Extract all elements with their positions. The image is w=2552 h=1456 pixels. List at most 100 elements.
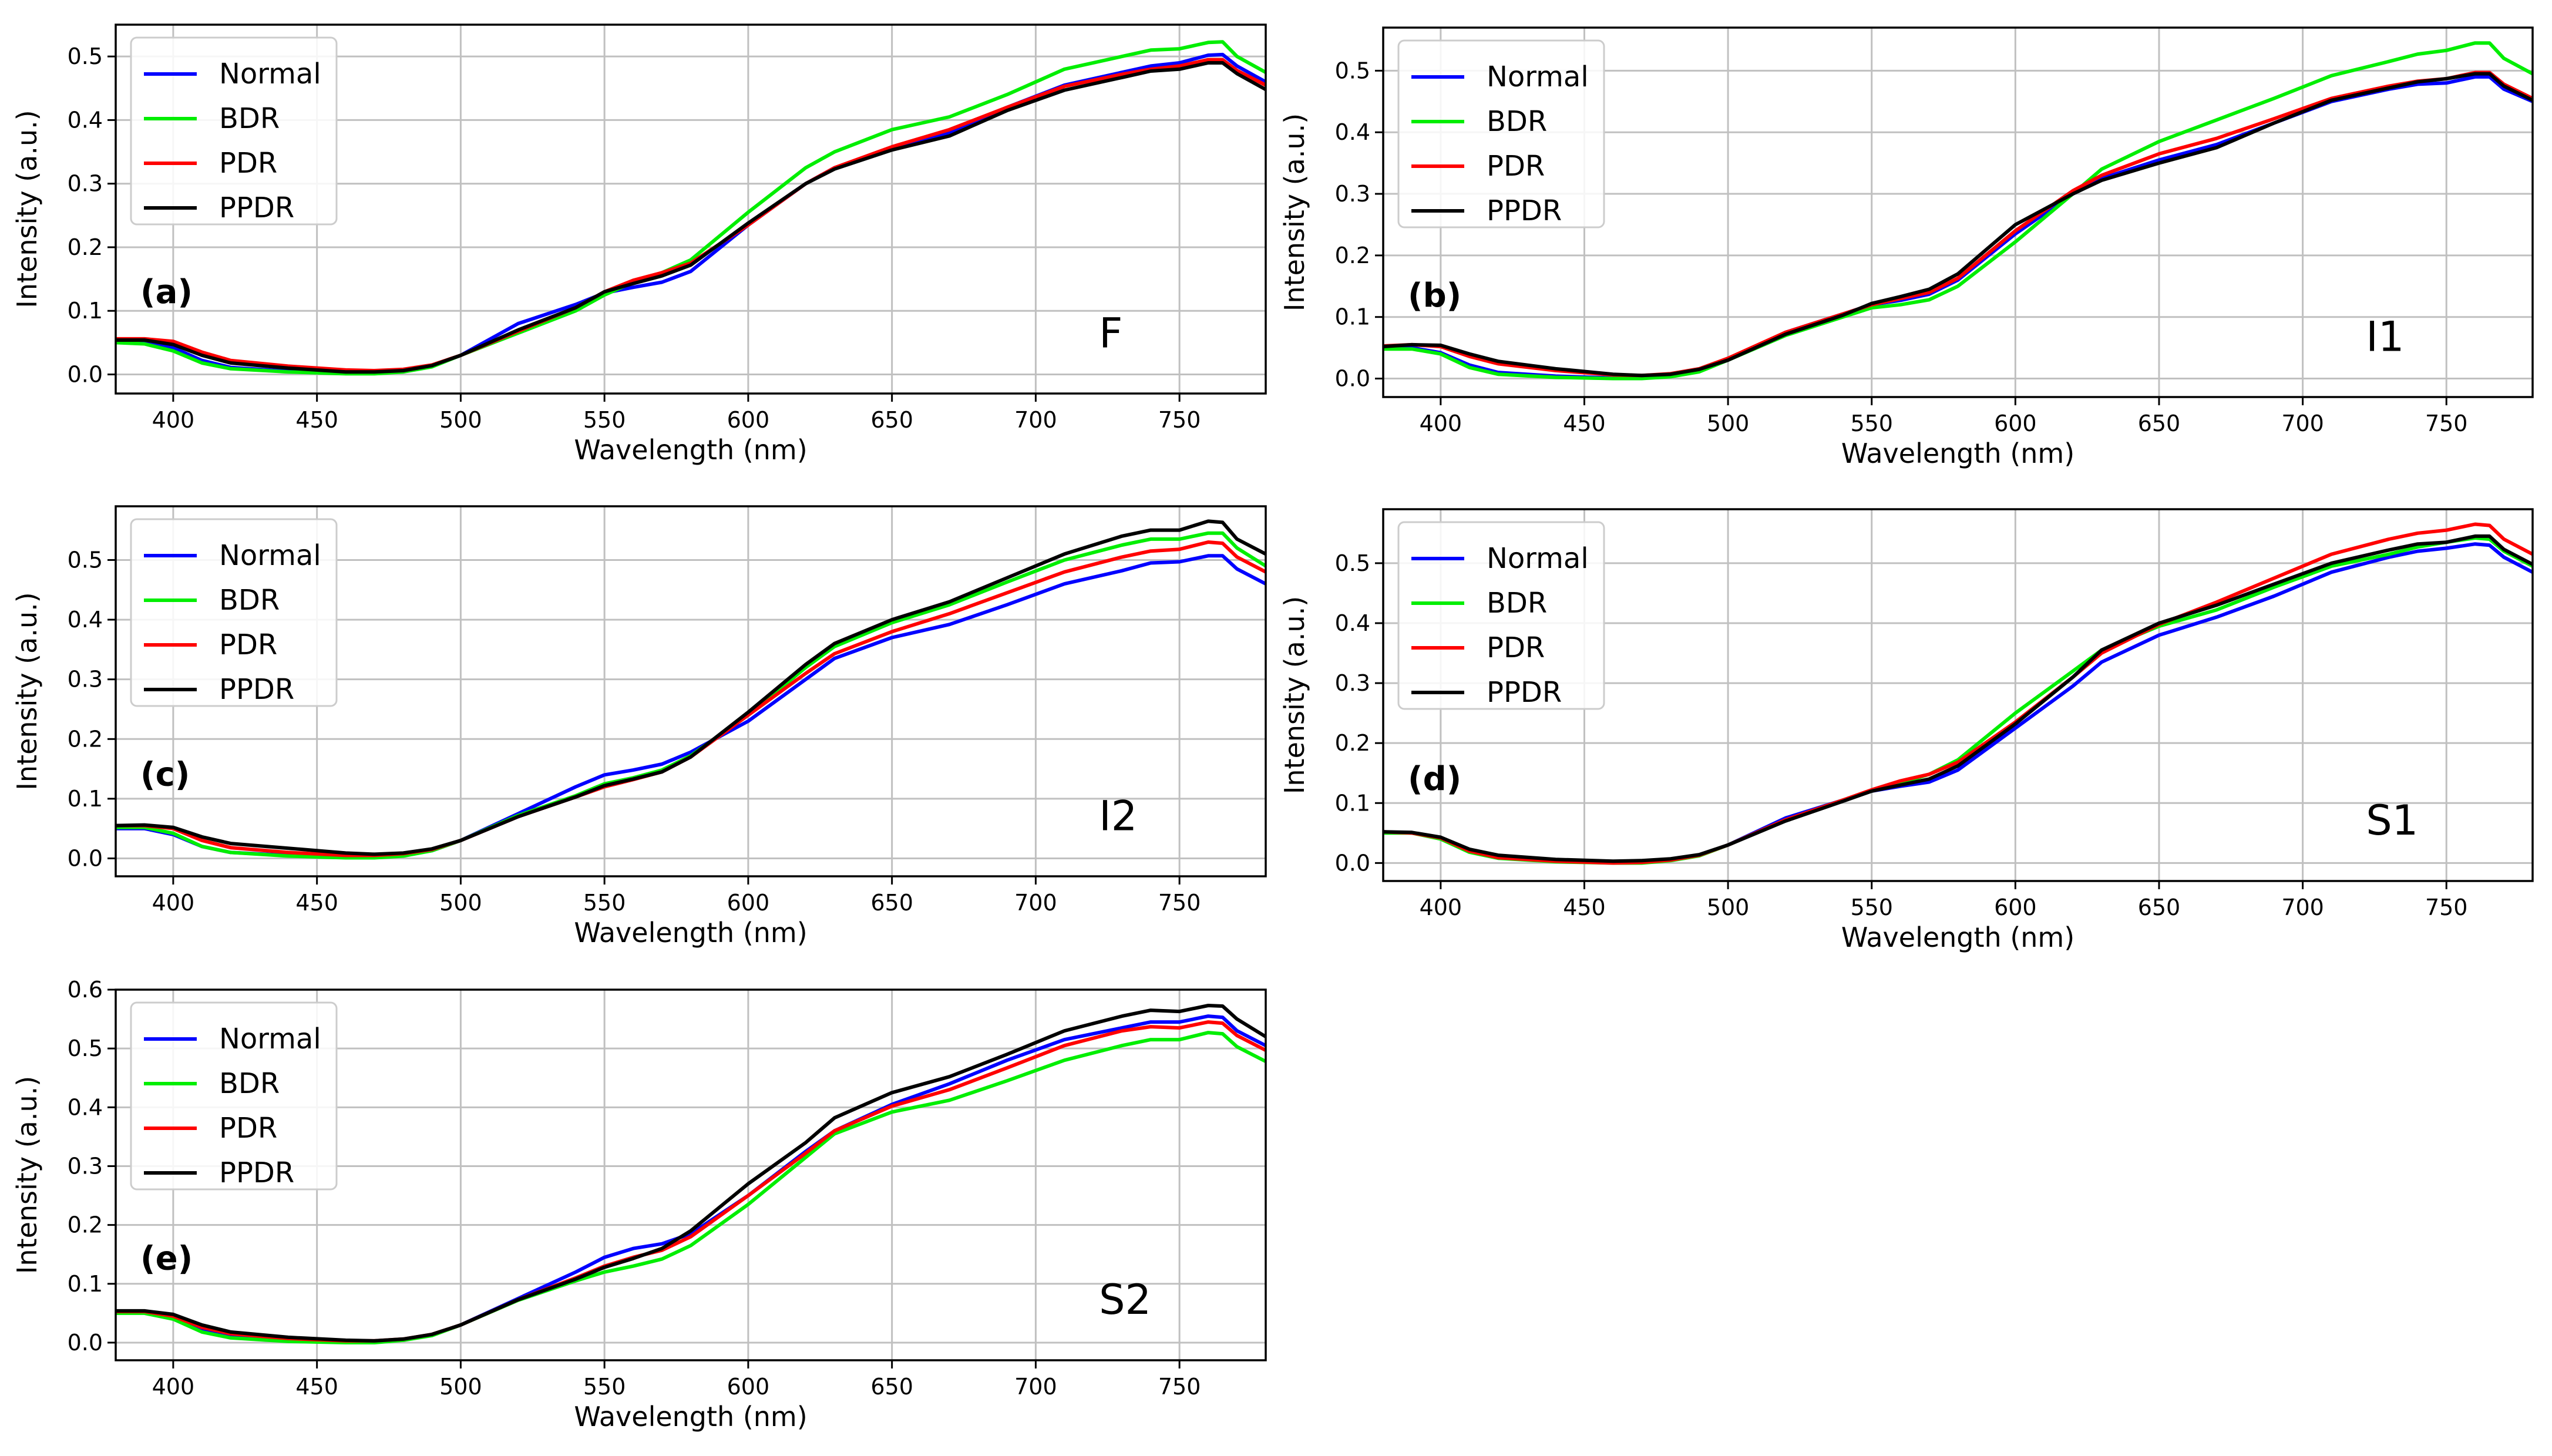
series-line-bdr — [116, 1031, 1266, 1344]
legend-label-bdr: BDR — [219, 584, 280, 617]
y-tick-label: 0.5 — [68, 547, 103, 573]
y-tick-label: 0.6 — [68, 977, 103, 1003]
legend-box — [1397, 521, 1605, 710]
y-tick-label: 0.2 — [68, 234, 103, 260]
series-group — [116, 40, 1266, 376]
legend-label-pdr: PDR — [219, 1112, 277, 1145]
legend-label-ppdr: PPDR — [1487, 676, 1562, 709]
legend-label-ppdr: PPDR — [219, 191, 294, 224]
y-tick-label: 0.4 — [68, 107, 103, 133]
axes-frame — [1382, 26, 2534, 398]
legend-label-bdr: BDR — [1487, 105, 1547, 138]
series-group — [116, 519, 1266, 860]
y-tick-label: 0.3 — [68, 667, 103, 692]
series-group — [1383, 522, 2533, 865]
x-tick-label: 500 — [439, 890, 482, 916]
y-tick-label: 0.3 — [1335, 670, 1370, 696]
y-tick-label: 0.3 — [1335, 181, 1370, 207]
x-tick-label: 750 — [1158, 1374, 1201, 1400]
series-line-ppdr — [1383, 534, 2533, 863]
series-group — [116, 1004, 1266, 1344]
panel-d: 400 450 500 550 600 650 700 750 0.0 0.1 0.2 0.3 0.4 0… — [1279, 508, 2534, 953]
x-tick-label: 550 — [583, 890, 626, 916]
axes-frame — [1382, 508, 2534, 882]
panel-e: 400 450 500 550 600 650 700 750 0.0 0.1 0.2 0.3 0.4 0… — [11, 977, 1267, 1433]
y-tick-label: 0.0 — [68, 1330, 103, 1356]
y-tick-label: 0.3 — [68, 1153, 103, 1179]
legend-label-bdr: BDR — [219, 1067, 280, 1100]
legend-label-pdr: PDR — [219, 628, 277, 661]
x-tick-label: 650 — [870, 890, 913, 916]
y-tick-label: 0.0 — [68, 362, 103, 388]
x-tick-label: 700 — [1014, 407, 1057, 433]
series-group — [1383, 41, 2533, 381]
legend-label-normal: Normal — [1487, 60, 1589, 93]
x-tick-label: 400 — [1420, 895, 1462, 920]
legend-box — [1397, 39, 1605, 228]
y-tick-label: 0.1 — [1335, 790, 1370, 816]
series-line-ppdr — [116, 519, 1266, 856]
y-tick-label: 0.5 — [1335, 550, 1370, 576]
series-line-ppdr — [116, 1004, 1266, 1343]
x-tick-label: 650 — [870, 1374, 913, 1400]
legend-label-normal: Normal — [219, 58, 321, 90]
x-tick-label: 450 — [1563, 895, 1606, 920]
x-tick-label: 500 — [1707, 895, 1750, 920]
series-line-bdr — [1383, 41, 2533, 381]
x-axis-label: Wavelength (nm) — [574, 1401, 807, 1433]
x-tick-label: 500 — [439, 1374, 482, 1400]
x-tick-label: 750 — [1158, 890, 1201, 916]
legend-label-ppdr: PPDR — [219, 673, 294, 706]
x-tick-label: 500 — [439, 407, 482, 433]
y-tick-label: 0.0 — [68, 846, 103, 872]
panel-label: (c) — [140, 756, 190, 794]
x-tick-label: 650 — [2138, 895, 2181, 920]
panel-a: 400 450 500 550 600 650 700 750 0.0 0.1 0.2 0.3 0.4 0… — [11, 23, 1267, 466]
y-axis-label: Intensity (a.u.) — [11, 592, 43, 790]
x-axis-label: Wavelength (nm) — [1841, 922, 2074, 953]
axes-frame — [115, 505, 1267, 877]
x-axis-label: Wavelength (nm) — [574, 434, 807, 466]
panel-b: 400 450 500 550 600 650 700 750 0.0 0.1 0.2 0.3 0.4 0… — [1279, 26, 2534, 469]
legend-label-normal: Normal — [219, 539, 321, 572]
legend-label-normal: Normal — [219, 1023, 321, 1055]
panel-tag: F — [1099, 310, 1122, 358]
x-axis-label: Wavelength (nm) — [1841, 438, 2074, 469]
legend-label-pdr: PDR — [1487, 150, 1545, 183]
legend-label-pdr: PDR — [219, 147, 277, 180]
panel-label: (d) — [1408, 760, 1461, 798]
panel-tag: I1 — [2366, 312, 2404, 361]
x-tick-label: 550 — [583, 407, 626, 433]
x-tick-label: 450 — [295, 407, 338, 433]
legend-label-ppdr: PPDR — [1487, 194, 1562, 227]
y-tick-label: 0.4 — [1335, 610, 1370, 636]
panel-label: (a) — [140, 273, 193, 311]
x-tick-label: 700 — [1014, 890, 1057, 916]
x-tick-label: 400 — [152, 1374, 195, 1400]
x-tick-label: 450 — [295, 1374, 338, 1400]
x-tick-label: 700 — [2281, 895, 2324, 920]
y-tick-label: 0.5 — [68, 43, 103, 69]
y-tick-label: 0.5 — [1335, 58, 1370, 83]
x-tick-label: 750 — [2425, 895, 2468, 920]
legend-box — [130, 36, 338, 226]
x-tick-label: 550 — [1850, 895, 1893, 920]
y-tick-label: 0.1 — [68, 298, 103, 324]
series-line-pdr — [116, 58, 1266, 372]
x-axis-label: Wavelength (nm) — [574, 917, 807, 949]
x-tick-label: 700 — [2281, 411, 2324, 436]
y-tick-label: 0.2 — [1335, 730, 1370, 756]
x-tick-label: 400 — [152, 890, 195, 916]
series-line-ppdr — [1383, 72, 2533, 378]
y-axis-label: Intensity (a.u.) — [1279, 113, 1310, 311]
x-tick-label: 700 — [1014, 1374, 1057, 1400]
x-tick-label: 500 — [1707, 411, 1750, 436]
x-tick-label: 400 — [152, 407, 195, 433]
legend-label-pdr: PDR — [1487, 631, 1545, 664]
legend-label-bdr: BDR — [219, 102, 280, 135]
legend-label-normal: Normal — [1487, 542, 1589, 575]
y-axis-label: Intensity (a.u.) — [1279, 596, 1310, 794]
y-tick-label: 0.3 — [68, 171, 103, 197]
y-tick-label: 0.4 — [68, 607, 103, 633]
